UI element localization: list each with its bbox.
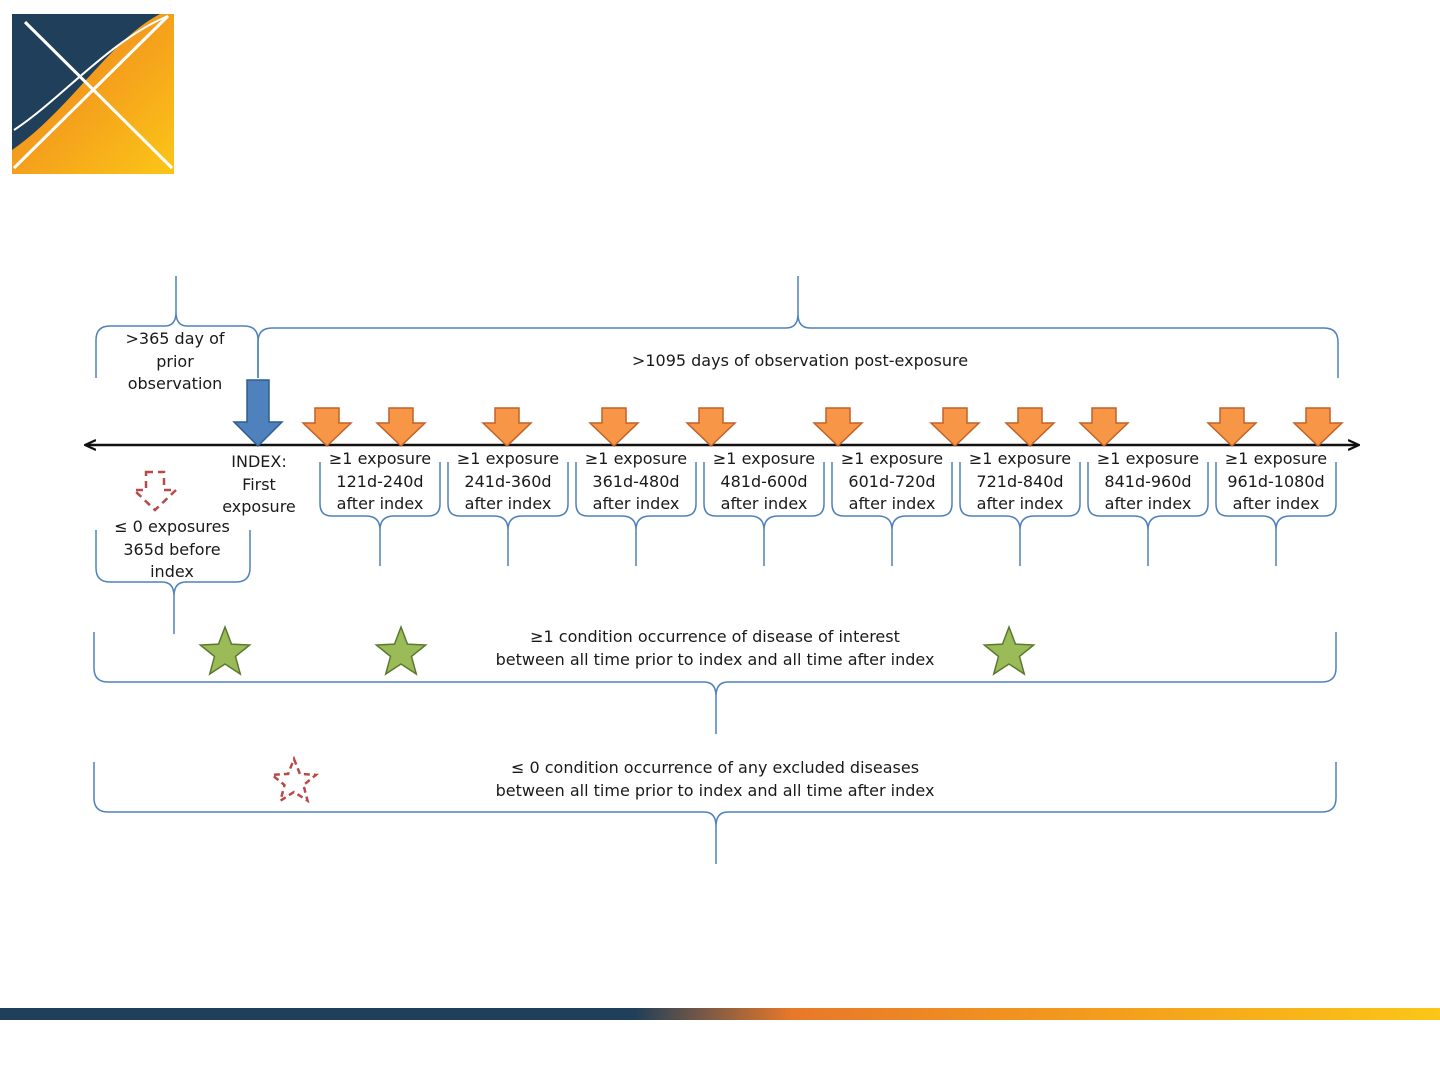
orange-down-arrow-icon [301, 407, 353, 448]
ohdsi-logo [12, 14, 174, 174]
exposure-window-brace [1087, 462, 1209, 566]
condition-excluded-brace [93, 762, 1337, 864]
prior-observation-line-1: >365 day of [125, 329, 225, 348]
condition-excluded-line-1: ≤ 0 condition occurrence of any excluded… [510, 758, 920, 777]
exposure-window-line-2: 841d-960d [1104, 471, 1192, 491]
exposure-window-line-1: ≥1 exposure [712, 449, 816, 468]
dashed-star-icon [268, 755, 320, 804]
exposure-window-line-2: 961d-1080d [1227, 471, 1325, 491]
exposure-window-label: ≥1 exposure 601d-720d after index [832, 448, 952, 516]
exposure-window-brace [319, 462, 441, 566]
orange-down-arrow-icon [588, 407, 640, 448]
exposure-window-label: ≥1 exposure 841d-960d after index [1088, 448, 1208, 516]
prior-exposure-exclusion-label: ≤ 0 exposures 365d before index [102, 516, 242, 584]
exposure-window-line-2: 601d-720d [848, 471, 936, 491]
prior-observation-line-2: prior [156, 351, 194, 371]
orange-down-arrow-icon [481, 407, 533, 448]
exposure-window-line-1: ≥1 exposure [1096, 449, 1200, 468]
exposure-window-label: ≥1 exposure 961d-1080d after index [1216, 448, 1336, 516]
orange-down-arrow-icon [685, 407, 737, 448]
index-label-line-1: INDEX: [231, 452, 287, 471]
green-star-icon [198, 624, 252, 676]
exposure-window-line-2: 241d-360d [464, 471, 552, 491]
orange-down-arrow-icon [812, 407, 864, 448]
exposure-window-line-1: ≥1 exposure [840, 449, 944, 468]
exposure-window-line-1: ≥1 exposure [968, 449, 1072, 468]
orange-down-arrow-icon [1078, 407, 1130, 448]
exposure-window-line-2: 721d-840d [976, 471, 1064, 491]
condition-excluded-line-2: between all time prior to index and all … [495, 780, 935, 800]
exposure-window-label: ≥1 exposure 481d-600d after index [704, 448, 824, 516]
exposure-window-brace [575, 462, 697, 566]
index-arrow-icon [232, 379, 284, 448]
exposure-window-line-3: after index [464, 494, 552, 513]
condition-interest-line-1: ≥1 condition occurrence of disease of in… [530, 627, 900, 646]
dashed-down-arrow-icon [130, 470, 180, 512]
prior-exposure-line-1: ≤ 0 exposures [114, 517, 230, 536]
footer-gradient-bar [0, 1008, 1440, 1020]
prior-observation-line-3: observation [127, 374, 223, 393]
exposure-window-line-1: ≥1 exposure [584, 449, 688, 468]
exposure-window-line-2: 481d-600d [720, 471, 808, 491]
exposure-window-line-3: after index [976, 494, 1064, 513]
orange-down-arrow-icon [1004, 407, 1056, 448]
condition-interest-line-2: between all time prior to index and all … [495, 649, 935, 669]
exposure-window-line-1: ≥1 exposure [1224, 449, 1328, 468]
exposure-window-brace [831, 462, 953, 566]
prior-exposure-line-3: index [150, 562, 194, 581]
exposure-window-label: ≥1 exposure 361d-480d after index [576, 448, 696, 516]
prior-exposure-line-2: 365d before [123, 539, 221, 559]
exposure-arrows [301, 407, 1344, 448]
prior-observation-brace [95, 276, 259, 378]
prior-exposure-exclusion-brace [95, 530, 251, 634]
green-star-icon [982, 624, 1036, 676]
exposure-window-line-3: after index [592, 494, 680, 513]
exposure-window-line-3: after index [336, 494, 424, 513]
exposure-window-line-1: ≥1 exposure [456, 449, 560, 468]
exposure-window-brace [1215, 462, 1337, 566]
orange-down-arrow-icon [375, 407, 427, 448]
exposure-window-label: ≥1 exposure 121d-240d after index [320, 448, 440, 516]
exposure-window-line-1: ≥1 exposure [328, 449, 432, 468]
condition-excluded-label: ≤ 0 condition occurrence of any excluded… [415, 757, 1015, 802]
exposure-window-label: ≥1 exposure 241d-360d after index [448, 448, 568, 516]
orange-down-arrow-icon [1292, 407, 1344, 448]
exposure-window-brace [703, 462, 825, 566]
exposure-window-line-3: after index [1232, 494, 1320, 513]
exposure-window-line-3: after index [848, 494, 936, 513]
exposure-window-label: ≥1 exposure 721d-840d after index [960, 448, 1080, 516]
exposure-window-braces [319, 462, 1337, 566]
exposure-window-line-2: 361d-480d [592, 471, 680, 491]
orange-down-arrow-icon [1206, 407, 1258, 448]
index-label-line-2: First [242, 474, 276, 494]
index-label-line-3: exposure [222, 497, 296, 516]
exposure-window-line-3: after index [1104, 494, 1192, 513]
post-observation-brace [257, 276, 1339, 378]
orange-down-arrow-icon [929, 407, 981, 448]
condition-interest-brace [93, 632, 1337, 734]
exposure-window-line-2: 121d-240d [336, 471, 424, 491]
exposure-window-brace [447, 462, 569, 566]
post-observation-label: >1095 days of observation post-exposure [560, 350, 1040, 373]
exposure-window-brace [959, 462, 1081, 566]
condition-stars [198, 624, 1036, 676]
post-observation-text: >1095 days of observation post-exposure [631, 351, 969, 370]
index-label: INDEX: First exposure [214, 451, 304, 519]
condition-interest-label: ≥1 condition occurrence of disease of in… [415, 626, 1015, 671]
green-star-icon [374, 624, 428, 676]
exposure-window-line-3: after index [720, 494, 808, 513]
prior-observation-label: >365 day of prior observation [110, 328, 240, 396]
